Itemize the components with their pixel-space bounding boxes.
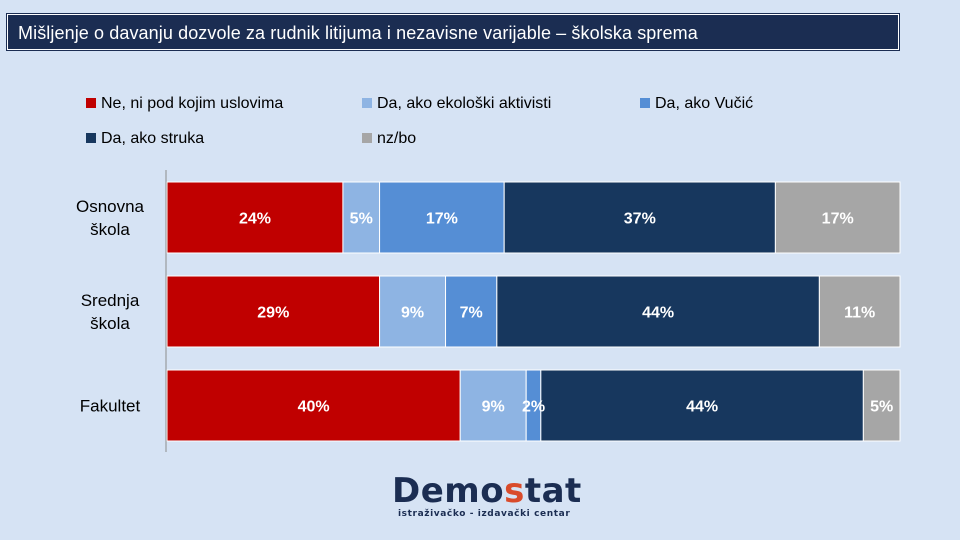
logo-wordmark: Demostat bbox=[392, 471, 582, 511]
bar-segment bbox=[166, 181, 344, 254]
legend-label: Da, ako ekološki aktivisti bbox=[377, 95, 551, 112]
data-label: 9% bbox=[401, 305, 424, 322]
bar-segment bbox=[379, 181, 505, 254]
legend-swatch bbox=[86, 133, 96, 143]
data-label: 2% bbox=[522, 399, 545, 416]
bar-segment bbox=[540, 369, 864, 442]
legend-item: nz/bo bbox=[362, 130, 416, 147]
data-label: 11% bbox=[844, 305, 875, 322]
data-label: 9% bbox=[482, 399, 505, 416]
data-label: 7% bbox=[460, 305, 483, 322]
data-label: 17% bbox=[426, 211, 458, 228]
title-bar: Mišljenje o davanju dozvole za rudnik li… bbox=[7, 14, 899, 50]
legend-label: nz/bo bbox=[377, 130, 416, 147]
legend-item: Ne, ni pod kojim uslovima bbox=[86, 95, 283, 112]
bar-segment bbox=[166, 369, 461, 442]
category-label: Srednja bbox=[81, 291, 140, 310]
legend-swatch bbox=[362, 98, 372, 108]
category-label: škola bbox=[90, 220, 130, 239]
legend-item: Da, ako Vučić bbox=[640, 95, 753, 112]
bars: 24% 5% 17% 37% 17% 29% 9% 7% 44% 11% 40% 9% 2% 44% 5% bbox=[166, 181, 901, 442]
data-label: 44% bbox=[686, 399, 718, 416]
demostat-logo: Demostat istraživačko - izdavački centar bbox=[392, 472, 581, 522]
bar-segment bbox=[166, 275, 381, 348]
bar-segment bbox=[503, 181, 776, 254]
data-label: 5% bbox=[350, 211, 373, 228]
bar-segment bbox=[774, 181, 901, 254]
category-label: Fakultet bbox=[80, 397, 141, 416]
data-label: 24% bbox=[239, 211, 271, 228]
legend-swatch bbox=[640, 98, 650, 108]
category-label: Osnovna bbox=[76, 197, 145, 216]
category-labels: Osnovna škola Srednja škola Fakultet bbox=[76, 197, 145, 416]
legend-label: Da, ako Vučić bbox=[655, 95, 753, 112]
category-label: škola bbox=[90, 314, 130, 333]
bar-segment bbox=[862, 369, 901, 442]
legend-swatch bbox=[86, 98, 96, 108]
data-label: 40% bbox=[298, 399, 330, 416]
data-label: 5% bbox=[870, 399, 893, 416]
legend-item: Da, ako ekološki aktivisti bbox=[362, 95, 551, 112]
bar-segment bbox=[342, 181, 381, 254]
bar-segment bbox=[459, 369, 527, 442]
legend-swatch bbox=[362, 133, 372, 143]
legend-item: Da, ako struka bbox=[86, 130, 204, 147]
bar-segment bbox=[818, 275, 901, 348]
data-label: 37% bbox=[624, 211, 656, 228]
data-label: 29% bbox=[257, 305, 289, 322]
legend: Ne, ni pod kojim uslovima Da, ako ekološk… bbox=[86, 95, 753, 147]
legend-label: Ne, ni pod kojim uslovima bbox=[101, 95, 283, 112]
logo-tagline: istraživačko - izdavački centar bbox=[398, 509, 571, 519]
legend-label: Da, ako struka bbox=[101, 130, 204, 147]
data-label: 17% bbox=[822, 211, 854, 228]
data-label: 44% bbox=[642, 305, 674, 322]
chart-title: Mišljenje o davanju dozvole za rudnik li… bbox=[18, 23, 698, 43]
bar-segment bbox=[496, 275, 820, 348]
